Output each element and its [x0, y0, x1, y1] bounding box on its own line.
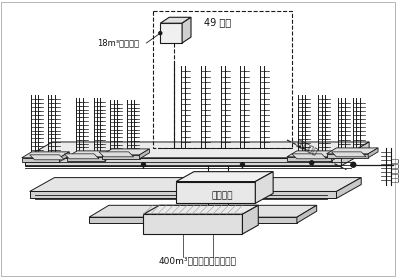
Polygon shape [287, 151, 342, 157]
Polygon shape [332, 151, 342, 161]
Polygon shape [336, 178, 361, 198]
Polygon shape [67, 157, 105, 161]
Text: 市政给水管: 市政给水管 [391, 157, 400, 182]
Polygon shape [160, 17, 191, 23]
Polygon shape [144, 205, 258, 214]
Polygon shape [342, 142, 369, 166]
Polygon shape [144, 214, 242, 234]
Polygon shape [89, 205, 317, 217]
Polygon shape [89, 217, 297, 223]
Polygon shape [25, 158, 342, 166]
Polygon shape [368, 148, 378, 158]
Polygon shape [255, 172, 273, 203]
Polygon shape [326, 154, 368, 158]
Polygon shape [297, 205, 317, 223]
Polygon shape [59, 152, 69, 162]
Polygon shape [182, 17, 191, 43]
Text: 400m³生活消防合用蓄水池: 400m³生活消防合用蓄水池 [159, 256, 237, 265]
Circle shape [351, 162, 356, 167]
Polygon shape [292, 154, 326, 159]
Polygon shape [30, 178, 361, 192]
Text: 18m³消防容积: 18m³消防容积 [97, 39, 139, 48]
Text: 49 号楼: 49 号楼 [204, 17, 231, 27]
Polygon shape [160, 23, 182, 43]
Polygon shape [30, 192, 336, 198]
Polygon shape [242, 205, 258, 234]
Circle shape [159, 32, 162, 34]
Polygon shape [102, 155, 140, 159]
Polygon shape [64, 154, 99, 159]
Polygon shape [22, 152, 69, 158]
Polygon shape [287, 157, 332, 161]
Polygon shape [99, 152, 134, 157]
Polygon shape [30, 155, 64, 160]
Polygon shape [67, 151, 115, 157]
Polygon shape [140, 149, 150, 159]
Polygon shape [25, 142, 369, 158]
Polygon shape [102, 149, 150, 155]
Polygon shape [105, 151, 115, 161]
Circle shape [240, 163, 244, 167]
Polygon shape [22, 158, 59, 162]
Text: 市政给水管: 市政给水管 [294, 139, 319, 157]
Text: 加压泵房: 加压泵房 [212, 191, 234, 200]
Circle shape [310, 161, 314, 165]
Polygon shape [176, 182, 255, 203]
Bar [153, 11, 292, 148]
Circle shape [142, 163, 146, 167]
Polygon shape [326, 148, 378, 154]
Polygon shape [332, 152, 366, 157]
Polygon shape [176, 172, 273, 182]
